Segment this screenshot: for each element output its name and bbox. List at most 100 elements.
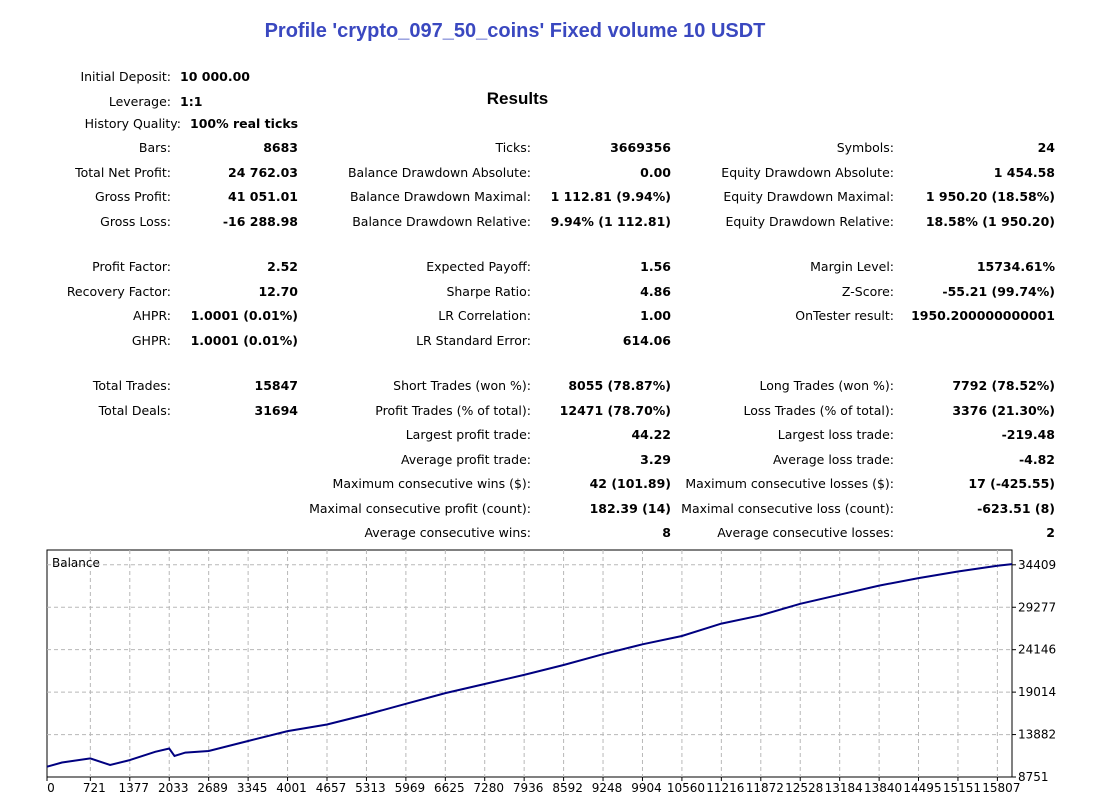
stat-label: Equity Drawdown Absolute: <box>721 165 894 180</box>
y-tick-label: 24146 <box>1018 643 1056 657</box>
stat-label: Gross Profit: <box>94 189 171 204</box>
stat-value: 1.56 <box>640 259 671 274</box>
history-quality-label: History Quality: <box>84 116 181 131</box>
stat-label: Total Net Profit: <box>75 165 171 180</box>
stat-label: Largest profit trade: <box>405 427 531 442</box>
stat-label: Equity Drawdown Maximal: <box>723 189 894 204</box>
x-tick-label: 7936 <box>513 781 544 795</box>
results-heading: Results <box>486 89 549 108</box>
stat-value: 42 (101.89) <box>589 476 671 491</box>
stat-label: Equity Drawdown Relative: <box>725 214 894 229</box>
stat-label: Margin Level: <box>810 259 894 274</box>
stat-label: Average loss trade: <box>773 452 894 467</box>
x-tick-label: 0 <box>47 781 55 795</box>
stat-label: Z-Score: <box>841 284 894 299</box>
stat-value: -55.21 (99.74%) <box>942 284 1055 299</box>
balance-series-line <box>46 563 1013 768</box>
stat-label: Maximal consecutive profit (count): <box>309 501 531 516</box>
x-tick-label: 4001 <box>276 781 307 795</box>
x-tick-label: 6625 <box>434 781 465 795</box>
chart-grid <box>47 550 1012 777</box>
stat-value: 8055 (78.87%) <box>568 378 671 393</box>
stat-value: -16 288.98 <box>222 214 298 229</box>
x-tick-label: 2689 <box>197 781 228 795</box>
stat-label: Ticks: <box>495 140 531 155</box>
x-tick-label: 12528 <box>785 781 823 795</box>
x-axis-ticks: 0 721 1377 2033 2689 3345 4001 4657 5313 5969 6625… <box>46 777 1020 795</box>
x-tick-label: 11216 <box>706 781 744 795</box>
stat-label: Average consecutive wins: <box>364 525 531 540</box>
x-tick-label: 3345 <box>237 781 268 795</box>
stat-label: Loss Trades (% of total): <box>743 403 894 418</box>
x-tick-label: 7280 <box>473 781 504 795</box>
stat-label: Balance Drawdown Maximal: <box>349 189 531 204</box>
stat-value: 12471 (78.70%) <box>559 403 671 418</box>
stat-value: 2.52 <box>267 259 298 274</box>
stat-label: Total Deals: <box>98 403 171 418</box>
y-tick-label: 19014 <box>1018 685 1056 699</box>
stat-label: Balance Drawdown Absolute: <box>347 165 531 180</box>
stat-value: 17 (-425.55) <box>968 476 1055 491</box>
stat-value: 3.29 <box>640 452 671 467</box>
stat-value: 7792 (78.52%) <box>952 378 1055 393</box>
stat-value: 24 <box>1037 140 1055 155</box>
stat-value: 15847 <box>254 378 299 393</box>
x-tick-label: 14495 <box>903 781 941 795</box>
stat-value: 44.22 <box>631 427 671 442</box>
stat-label: Maximum consecutive wins ($): <box>332 476 531 491</box>
stat-value: 1.00 <box>640 308 671 323</box>
stat-value: 1 454.58 <box>993 165 1055 180</box>
stat-label: LR Standard Error: <box>416 333 531 348</box>
x-tick-label: 5313 <box>355 781 386 795</box>
stat-value: 614.06 <box>622 333 671 348</box>
y-tick-label: 8751 <box>1018 770 1049 784</box>
stat-label: Average consecutive losses: <box>717 525 894 540</box>
stat-value: 24 762.03 <box>228 165 298 180</box>
stat-value: 41 051.01 <box>228 189 298 204</box>
x-tick-label: 13840 <box>864 781 902 795</box>
stat-label: Maximal consecutive loss (count): <box>681 501 894 516</box>
stat-value: 1.0001 (0.01%) <box>190 308 298 323</box>
leverage-value: 1:1 <box>180 94 203 109</box>
stat-label: Profit Factor: <box>92 259 171 274</box>
stat-value: 1.0001 (0.01%) <box>190 333 298 348</box>
stat-label: Maximum consecutive losses ($): <box>685 476 894 491</box>
stat-label: LR Correlation: <box>438 308 531 323</box>
x-tick-label: 9904 <box>631 781 662 795</box>
stat-value: 0.00 <box>640 165 671 180</box>
initial-deposit-label: Initial Deposit: <box>80 69 171 84</box>
stat-label: Profit Trades (% of total): <box>375 403 531 418</box>
stat-value: 1 112.81 (9.94%) <box>550 189 671 204</box>
stat-label: Symbols: <box>836 140 894 155</box>
stat-value: -4.82 <box>1018 452 1055 467</box>
stat-value: 182.39 (14) <box>589 501 671 516</box>
x-tick-label: 15151 <box>943 781 981 795</box>
stat-value: 15734.61% <box>976 259 1055 274</box>
stat-value: 3669356 <box>610 140 671 155</box>
initial-deposit-value: 10 000.00 <box>180 69 250 84</box>
stat-value: 3376 (21.30%) <box>952 403 1055 418</box>
stat-value: 9.94% (1 112.81) <box>550 214 671 229</box>
stat-label: Sharpe Ratio: <box>446 284 531 299</box>
stat-label: Average profit trade: <box>400 452 531 467</box>
x-tick-label: 5969 <box>395 781 426 795</box>
y-tick-label: 34409 <box>1018 558 1056 572</box>
stat-value: 8683 <box>263 140 298 155</box>
stat-label: Largest loss trade: <box>777 427 894 442</box>
balance-chart: Balance 8751 13882 19014 24146 29277 34409 0 7… <box>46 549 1056 795</box>
stat-value: 18.58% (1 950.20) <box>925 214 1055 229</box>
chart-frame <box>46 549 1013 778</box>
stat-label: Recovery Factor: <box>66 284 171 299</box>
stat-label: Expected Payoff: <box>426 259 531 274</box>
x-tick-label: 1377 <box>119 781 150 795</box>
x-tick-label: 13184 <box>825 781 863 795</box>
x-tick-label: 8592 <box>552 781 583 795</box>
chart-legend-label: Balance <box>52 556 100 570</box>
x-tick-label: 15807 <box>982 781 1020 795</box>
stat-label: GHPR: <box>131 333 171 348</box>
x-tick-label: 10560 <box>667 781 705 795</box>
report-title: Profile 'crypto_097_50_coins' Fixed volu… <box>264 20 766 42</box>
x-tick-label: 2033 <box>158 781 189 795</box>
stat-value: 31694 <box>254 403 299 418</box>
x-tick-label: 11872 <box>746 781 784 795</box>
